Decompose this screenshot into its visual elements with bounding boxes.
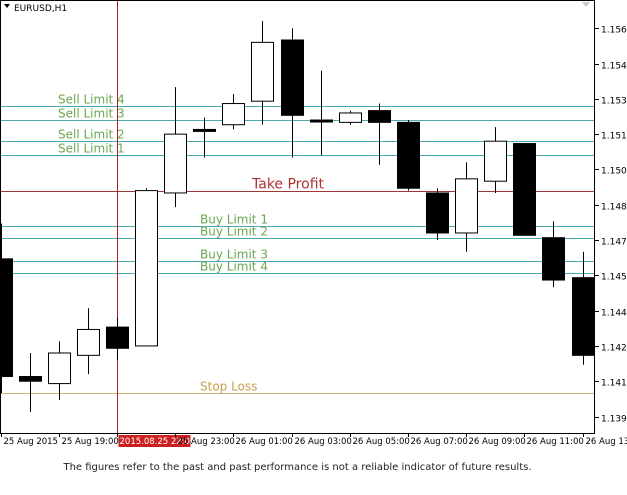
candle	[397, 120, 420, 191]
candle	[426, 188, 449, 241]
candle	[572, 251, 595, 365]
candle	[164, 87, 187, 208]
x-tick-label: 26 Aug 13:00	[586, 437, 627, 447]
candle-body-bearish	[397, 121, 420, 189]
candle-body-bearish	[368, 110, 391, 123]
x-tick-label: 26 Aug 09:00	[469, 437, 526, 447]
level-label: Sell Limit 1	[58, 142, 125, 156]
x-tick-label: 2015.08.25 22:00	[120, 437, 196, 447]
candle-body-bearish	[19, 376, 42, 382]
candle	[193, 117, 216, 158]
x-tick-label: 25 Aug 2015	[4, 437, 58, 447]
level-label: Buy Limit 1	[200, 213, 268, 227]
candle	[222, 94, 245, 130]
candle-body-bearish	[513, 143, 536, 236]
candle-body-bullish	[135, 190, 158, 347]
candle-body-bearish	[281, 39, 304, 116]
y-tick-label: 1.1560	[601, 26, 627, 36]
dropdown-triangle-icon[interactable]	[4, 4, 10, 8]
level-label: Sell Limit 3	[58, 107, 125, 121]
y-tick-label: 1.1485	[601, 203, 627, 213]
plot-frame	[0, 0, 595, 434]
y-tick-label: 1.1545	[601, 62, 627, 72]
candle	[310, 70, 333, 156]
level-label: Take Profit	[251, 177, 325, 193]
candle	[48, 341, 71, 401]
candle-body-bullish	[339, 112, 362, 123]
candle-body-bullish	[77, 328, 100, 356]
x-tick-highlight	[118, 435, 191, 447]
y-tick-label: 1.1500	[601, 167, 627, 177]
level-label: Sell Limit 4	[58, 93, 125, 107]
disclaimer-text: The figures refer to the past and past p…	[63, 462, 532, 473]
candle-body-bullish	[251, 41, 274, 102]
candle	[455, 162, 478, 252]
candle-body-bullish	[455, 178, 478, 234]
y-tick-label: 1.1395	[601, 415, 627, 425]
y-tick-label: 1.1440	[601, 309, 627, 319]
candle	[368, 103, 391, 165]
x-tick-label: 26 Aug 01:00	[236, 437, 293, 447]
candle	[135, 188, 158, 347]
candle-body-bullish	[48, 352, 71, 385]
x-tick-label: 26 Aug 03:00	[295, 437, 352, 447]
shift-marker-icon[interactable]	[582, 2, 590, 7]
candle	[513, 143, 536, 236]
candle	[19, 352, 42, 412]
x-tick-label: 25 Aug 19:00	[62, 437, 119, 447]
x-tick-label: 26 Aug 07:00	[411, 437, 468, 447]
candle-body-bearish	[193, 128, 216, 132]
candle-body-bearish	[572, 277, 595, 356]
level-label: Buy Limit 4	[200, 260, 268, 274]
x-tick-label: 26 Aug 05:00	[353, 437, 410, 447]
candle-body-bearish	[0, 258, 13, 378]
symbol-label: EURUSD,H1	[14, 4, 67, 14]
y-tick-label: 1.1455	[601, 273, 627, 283]
y-tick-label: 1.1530	[601, 97, 627, 107]
x-tick-label: 26 Aug 11:00	[527, 437, 584, 447]
candle	[281, 28, 304, 158]
level-label: Stop Loss	[200, 380, 257, 394]
level-label: Sell Limit 2	[58, 128, 125, 142]
candle	[542, 221, 565, 288]
candle	[339, 110, 362, 125]
candle-body-bullish	[164, 133, 187, 194]
candle	[77, 308, 100, 375]
candle-body-bullish	[222, 103, 245, 126]
y-tick-label: 1.1470	[601, 238, 627, 248]
candle-body-bearish	[542, 237, 565, 281]
candle-body-bearish	[310, 119, 333, 123]
candle	[0, 223, 13, 393]
candle	[251, 21, 274, 125]
y-tick-label: 1.1410	[601, 379, 627, 389]
y-tick-label: 1.1425	[601, 344, 627, 354]
level-label: Buy Limit 3	[200, 248, 268, 262]
candle	[484, 127, 507, 193]
candle-body-bearish	[106, 326, 129, 349]
y-tick-label: 1.1515	[601, 132, 627, 142]
candle	[106, 317, 129, 361]
x-tick-label: 25 Aug 23:00	[178, 437, 235, 447]
candle-body-bullish	[484, 140, 507, 182]
candle-body-bearish	[426, 192, 449, 234]
level-label: Buy Limit 2	[200, 225, 268, 239]
